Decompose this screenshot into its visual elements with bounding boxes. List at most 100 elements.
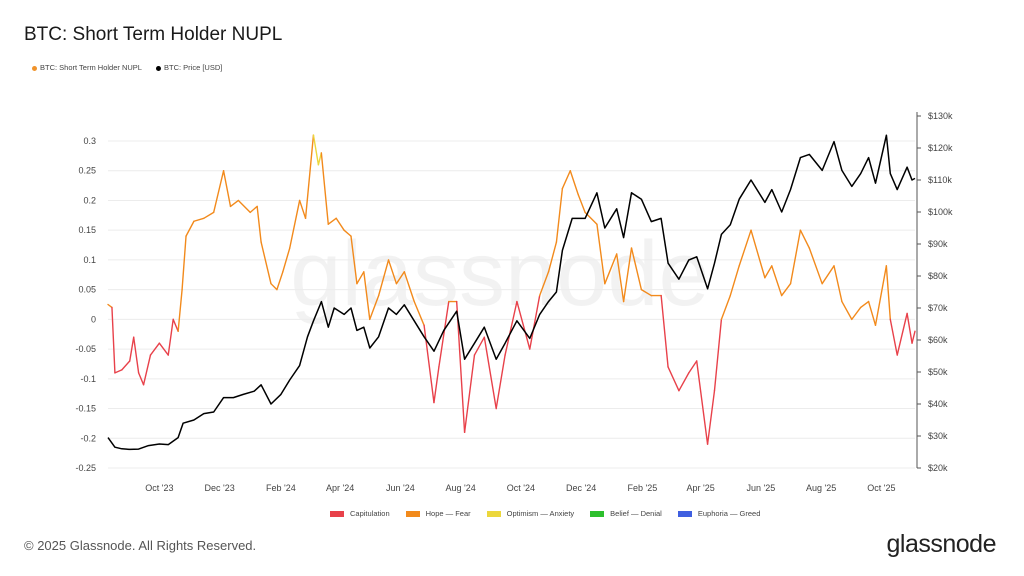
nupl-segment (181, 235, 187, 291)
legend-item-price[interactable]: BTC: Price [USD] (155, 63, 223, 72)
y-right-tick-label: $20k (928, 463, 948, 473)
y-right-tick-label: $30k (928, 431, 948, 441)
nupl-segment (660, 294, 669, 368)
nupl-segment (889, 318, 898, 356)
nupl-segment (343, 229, 352, 237)
nupl-segment (495, 354, 506, 410)
nupl-segment (260, 241, 272, 285)
series-legend: BTC: Short Term Holder NUPL BTC: Price [… (32, 63, 222, 72)
nupl-segment (808, 247, 823, 285)
regime-swatch-icon (677, 511, 692, 518)
y-right-tick-label: $100k (928, 207, 953, 217)
nupl-segment (561, 170, 571, 190)
y-left-tick-label: 0.25 (78, 166, 96, 176)
nupl-segment (107, 303, 113, 309)
nupl-segment (885, 265, 892, 321)
x-tick-label: Apr '25 (687, 483, 715, 493)
y-right-tick-label: $70k (928, 303, 948, 313)
regime-label: Hope — Fear (425, 509, 471, 518)
nupl-segment (121, 360, 131, 371)
regime-legend-item[interactable]: Capitulation (330, 509, 390, 518)
nupl-segment (193, 217, 205, 222)
y-right-tick-label: $110k (928, 175, 952, 185)
nupl-segment (483, 336, 497, 410)
copyright: © 2025 Glassnode. All Rights Reserved. (24, 538, 257, 553)
nupl-segment (387, 259, 398, 285)
regime-label: Belief — Denial (610, 509, 662, 518)
nupl-segment (569, 170, 579, 196)
nupl-segment (622, 247, 633, 303)
nupl-segment (335, 217, 345, 231)
regime-swatch-icon (405, 511, 420, 518)
nupl-segment (463, 354, 476, 434)
nupl-segment (363, 271, 371, 321)
nupl-segment (764, 265, 773, 279)
nupl-segment (433, 366, 440, 404)
nupl-segment (859, 300, 870, 309)
legend-label: BTC: Price [USD] (163, 63, 223, 72)
nupl-segment (516, 300, 531, 350)
y-left-tick-label: 0.15 (78, 225, 96, 235)
x-tick-label: Oct '24 (507, 483, 535, 493)
y-left-tick-label: 0.1 (83, 255, 96, 265)
watermark: glassnode (290, 223, 709, 325)
nupl-segment (172, 318, 179, 332)
nupl-segment (504, 300, 518, 356)
regime-legend-item[interactable]: Belief — Denial (590, 509, 662, 518)
y-left-tick-label: -0.2 (80, 433, 96, 443)
legend-item-nupl[interactable]: BTC: Short Term Holder NUPL (32, 63, 142, 72)
regime-label: Capitulation (350, 509, 390, 518)
nupl-segment (298, 199, 307, 219)
chart-title: BTC: Short Term Holder NUPL (24, 24, 283, 45)
nupl-segment (538, 271, 550, 297)
nupl-segment (630, 247, 643, 291)
nupl-segment (158, 342, 169, 356)
nupl-segment (413, 300, 425, 327)
regime-legend: Capitulation Hope — Fear Optimism — Anxiet… (330, 509, 760, 518)
regime-swatch-icon (330, 511, 344, 518)
nupl-segment (799, 229, 811, 249)
x-tick-label: Feb '24 (266, 483, 296, 493)
nupl-segment (149, 342, 161, 356)
orange-dot-icon (32, 65, 37, 71)
nupl-segment (713, 318, 723, 392)
nupl-segment (738, 229, 752, 267)
y-left-tick-label: 0 (91, 314, 96, 324)
nupl-segment (177, 288, 183, 332)
nupl-segment (395, 271, 406, 285)
x-tick-label: Feb '25 (628, 483, 658, 493)
nupl-segment (350, 235, 358, 285)
nupl-segment (289, 199, 301, 249)
regime-swatch-icon (590, 511, 605, 518)
nupl-segment (577, 193, 586, 214)
glassnode-logo: glassnode (886, 530, 997, 558)
regime-legend-item[interactable]: Optimism — Anxiety (486, 509, 574, 518)
regime-label: Euphoria — Greed (697, 509, 761, 518)
y-left-tick-label: -0.1 (80, 374, 96, 384)
nupl-segment (304, 134, 315, 219)
x-tick-label: Oct '25 (867, 483, 895, 493)
nupl-segment (640, 288, 652, 297)
nupl-segment (771, 265, 783, 297)
nupl-segment (696, 360, 709, 445)
nupl-segment (137, 372, 145, 386)
x-tick-label: Aug '25 (806, 483, 836, 493)
nupl-segment (706, 390, 716, 445)
y-right-tick-label: $50k (928, 367, 948, 377)
regime-legend-item[interactable]: Euphoria — Greed (677, 509, 761, 518)
nupl-segment (729, 265, 740, 297)
nupl-segment (282, 247, 291, 273)
nupl-segment (403, 271, 415, 303)
nupl-segment (555, 187, 564, 243)
regime-legend-item[interactable]: Hope — Fear (405, 509, 471, 518)
nupl-segment (678, 372, 690, 392)
x-tick-label: Oct '23 (145, 483, 173, 493)
nupl-segment (596, 223, 606, 285)
y-left-tick-label: 0.2 (83, 195, 96, 205)
x-tick-label: Apr '24 (326, 483, 354, 493)
nupl-segment (203, 211, 215, 219)
nupl-segment (750, 229, 766, 279)
nupl-segment (529, 294, 541, 350)
x-tick-label: Jun '25 (747, 483, 776, 493)
